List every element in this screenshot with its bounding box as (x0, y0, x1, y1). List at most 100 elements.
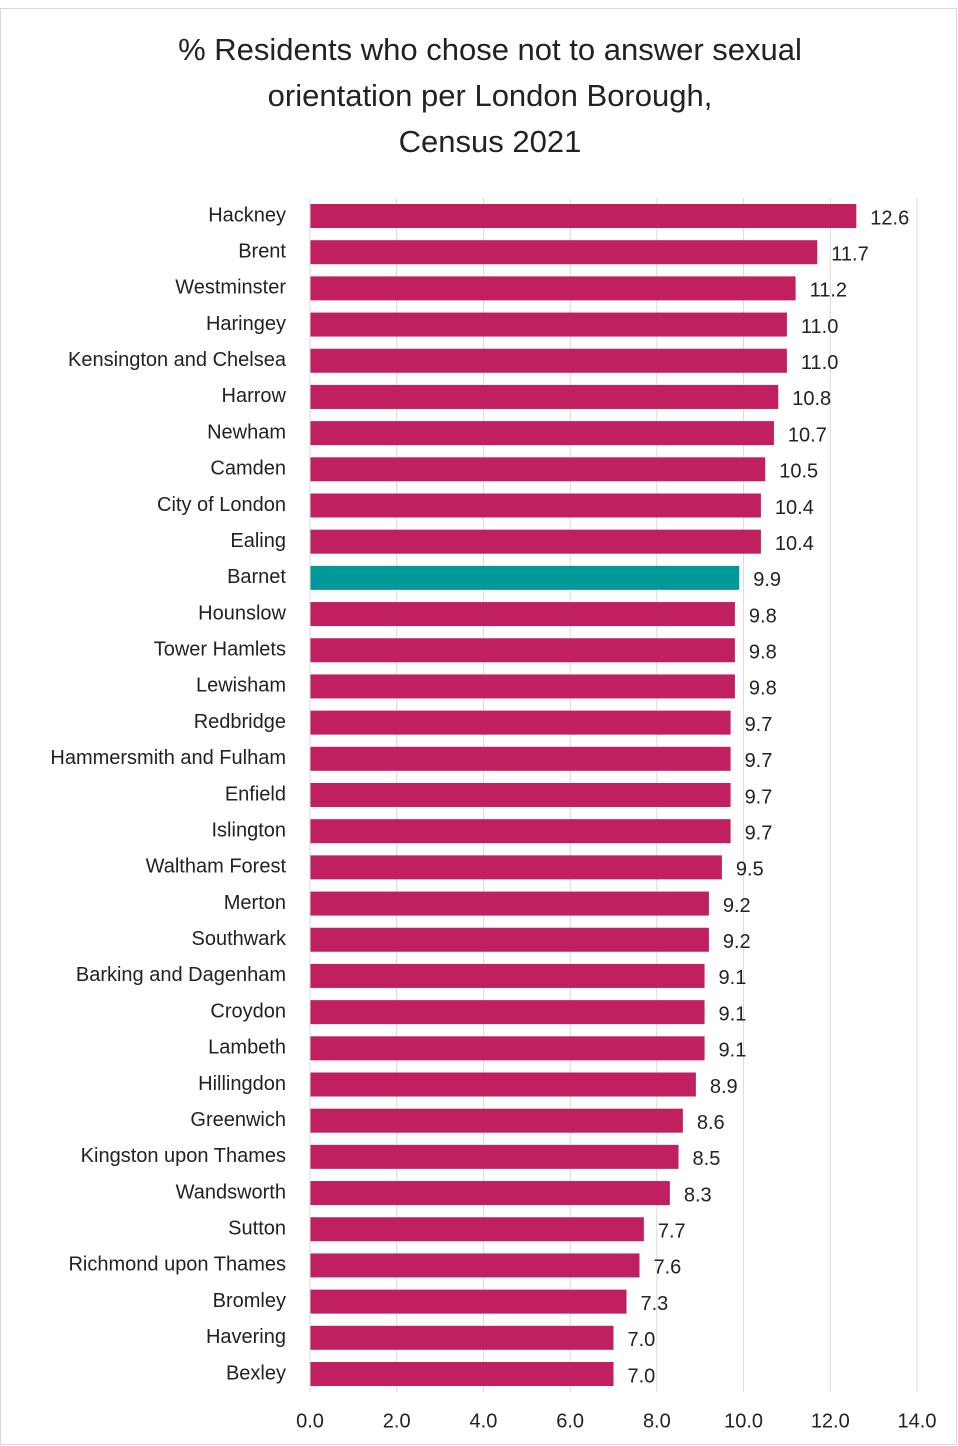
y-tick-label: Havering (206, 1326, 286, 1348)
bar (310, 204, 857, 228)
value-label: 9.1 (719, 1003, 747, 1025)
value-label: 10.8 (792, 388, 831, 410)
value-label: 7.3 (641, 1293, 669, 1315)
bar (310, 240, 818, 265)
y-tick-label: Richmond upon Thames (68, 1254, 286, 1276)
bar (310, 1325, 614, 1350)
bar (310, 638, 735, 663)
y-tick-label: Hillingdon (198, 1073, 286, 1095)
bar (310, 1289, 627, 1314)
y-tick-label: Kingston upon Thames (81, 1145, 286, 1167)
y-tick-label: Camden (210, 458, 286, 480)
bar (310, 1217, 644, 1242)
value-label: 8.9 (710, 1076, 738, 1098)
value-label: 9.8 (749, 642, 777, 664)
bar (310, 1362, 614, 1386)
value-label: 7.0 (628, 1365, 656, 1387)
x-tick-label: 4.0 (470, 1410, 498, 1432)
value-label: 7.6 (654, 1257, 682, 1279)
y-tick-label: Harrow (222, 385, 287, 407)
bar (310, 348, 787, 373)
value-label: 10.5 (779, 461, 818, 483)
chart-title: Census 2021 (399, 124, 582, 159)
bar (310, 710, 731, 735)
bar (310, 891, 709, 916)
value-label: 11.0 (801, 352, 838, 374)
y-tick-label: Bexley (226, 1362, 286, 1384)
value-label: 9.7 (745, 714, 773, 736)
value-label: 9.7 (745, 750, 773, 772)
x-tick-label: 10.0 (724, 1410, 763, 1432)
y-tick-label: Lewisham (196, 675, 286, 697)
value-label: 10.4 (775, 533, 814, 555)
value-label: 10.7 (788, 424, 827, 446)
y-tick-label: Lambeth (208, 1037, 286, 1059)
value-label: 9.5 (736, 859, 764, 881)
x-tick-label: 12.0 (811, 1410, 850, 1432)
bar (310, 421, 774, 446)
bar (310, 1108, 683, 1133)
value-label: 9.2 (723, 895, 751, 917)
value-label: 11.2 (810, 280, 847, 302)
bar (310, 384, 779, 409)
y-tick-label: Greenwich (190, 1109, 286, 1131)
y-tick-label: Redbridge (194, 711, 286, 733)
value-label: 12.6 (870, 207, 909, 229)
x-tick-label: 6.0 (556, 1410, 584, 1432)
bar (310, 1036, 705, 1061)
y-tick-label: Croydon (210, 1000, 286, 1022)
bar (310, 312, 787, 337)
value-label: 9.9 (753, 569, 781, 591)
value-label: 9.8 (749, 678, 777, 700)
bar (310, 674, 735, 699)
value-label: 7.7 (658, 1221, 686, 1243)
y-tick-label: Ealing (230, 530, 286, 552)
bar (310, 457, 766, 482)
bar (310, 1181, 670, 1206)
y-tick-label: Newham (207, 421, 286, 443)
value-label: 8.3 (684, 1184, 712, 1206)
bar (310, 565, 740, 590)
bar (310, 927, 709, 952)
chart-title: % Residents who chose not to answer sexu… (178, 32, 802, 67)
y-tick-label: Barking and Dagenham (76, 964, 286, 986)
chart-title: orientation per London Borough, (268, 78, 713, 113)
value-label: 8.5 (693, 1148, 721, 1170)
y-tick-label: Southwark (192, 928, 287, 950)
bar (310, 1253, 640, 1278)
y-tick-label: Hackney (208, 204, 286, 226)
bar (310, 529, 761, 554)
bar (310, 276, 796, 301)
value-label: 9.7 (745, 786, 773, 808)
x-tick-label: 0.0 (296, 1410, 324, 1432)
y-tick-label: City of London (157, 494, 286, 516)
x-tick-label: 2.0 (383, 1410, 411, 1432)
x-tick-label: 14.0 (898, 1410, 937, 1432)
value-label: 9.7 (745, 822, 773, 844)
bar (310, 819, 731, 844)
value-label: 9.1 (719, 967, 747, 989)
y-tick-label: Waltham Forest (146, 856, 287, 878)
value-label: 9.1 (719, 1040, 747, 1062)
y-tick-label: Barnet (227, 566, 286, 588)
bar (310, 602, 735, 627)
value-label: 9.8 (749, 605, 777, 627)
value-label: 8.6 (697, 1112, 725, 1134)
y-tick-label: Islington (212, 819, 287, 841)
value-label: 7.0 (628, 1329, 656, 1351)
y-tick-label: Haringey (206, 313, 286, 335)
y-tick-label: Hounslow (198, 602, 286, 624)
value-label: 10.4 (775, 497, 814, 519)
bar (310, 1072, 696, 1097)
y-tick-label: Brent (238, 240, 286, 262)
y-tick-label: Hammersmith and Fulham (50, 747, 286, 769)
bar (310, 855, 722, 880)
x-tick-label: 8.0 (643, 1410, 671, 1432)
y-tick-label: Westminster (175, 277, 286, 299)
y-tick-label: Kensington and Chelsea (68, 349, 287, 371)
y-tick-label: Sutton (228, 1218, 286, 1240)
y-tick-label: Tower Hamlets (154, 639, 286, 661)
bar (310, 1144, 679, 1169)
bar (310, 1000, 705, 1025)
